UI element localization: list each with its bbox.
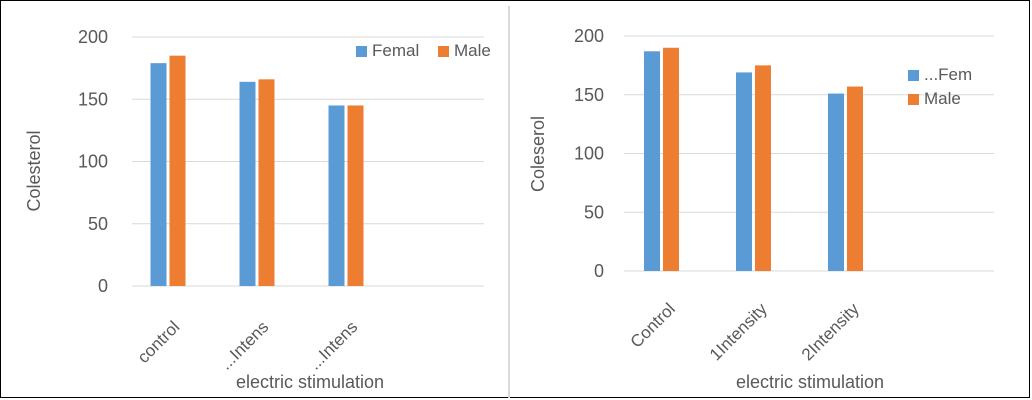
bar-male-0: [663, 47, 679, 271]
x-axis-title: electric stimulation: [736, 372, 884, 392]
y-tick-label-50: 50: [88, 214, 108, 234]
bar-male-1: [258, 79, 275, 286]
x-category-label: control: [134, 317, 184, 367]
bar-femal-0: [150, 63, 167, 286]
x-category-label: ...Intens: [216, 317, 272, 373]
x-category-label: 1Intensity: [706, 299, 771, 364]
y-tick-label-100: 100: [78, 152, 108, 172]
y-tick-label-200: 200: [574, 26, 604, 46]
y-tick-label-200: 200: [78, 27, 108, 47]
chart-left: 0 50 100 150 200 control ...Intens ...Intens Col…: [4, 6, 507, 396]
chart-left-svg: 0 50 100 150 200 control ...Intens ...Intens Col…: [24, 27, 491, 392]
chart-right: 0 50 100 150 200 Control 1Intensity 2Intensity C…: [512, 6, 1026, 396]
y-axis-title: Colesterol: [24, 130, 44, 211]
y-tick-label-0: 0: [98, 276, 108, 296]
y-tick-label-100: 100: [574, 144, 604, 164]
bar-male-1: [755, 65, 771, 271]
bar-male-0: [169, 55, 186, 286]
legend-label-0: ...Fem: [924, 65, 972, 84]
bar-fem-1: [736, 72, 752, 271]
y-axis-title: Coleserol: [528, 116, 548, 192]
chart-right-svg: 0 50 100 150 200 Control 1Intensity 2Intensity C…: [528, 26, 994, 392]
x-category-label: 2Intensity: [798, 299, 863, 364]
bar-femal-2: [328, 105, 345, 286]
x-category-label: ...Intens: [305, 317, 361, 373]
legend-swatch-1: [908, 94, 919, 105]
y-tick-label-0: 0: [594, 261, 604, 281]
legend-swatch-1: [438, 46, 449, 57]
bar-fem-2: [828, 93, 844, 271]
bar-femal-1: [239, 81, 256, 286]
bar-male-2: [347, 105, 364, 286]
bar-male-2: [847, 86, 863, 272]
x-category-label: Control: [627, 299, 679, 351]
panel-divider: [508, 6, 510, 398]
x-axis-title: electric stimulation: [236, 372, 384, 392]
bar-fem-0: [644, 51, 660, 272]
y-tick-label-150: 150: [574, 85, 604, 105]
legend-swatch-0: [356, 46, 367, 57]
legend-label-1: Male: [924, 89, 961, 108]
legend-label-0: Femal: [372, 41, 419, 60]
y-tick-label-150: 150: [78, 89, 108, 109]
y-tick-label-50: 50: [584, 202, 604, 222]
legend-swatch-0: [908, 70, 919, 81]
legend-label-1: Male: [454, 41, 491, 60]
